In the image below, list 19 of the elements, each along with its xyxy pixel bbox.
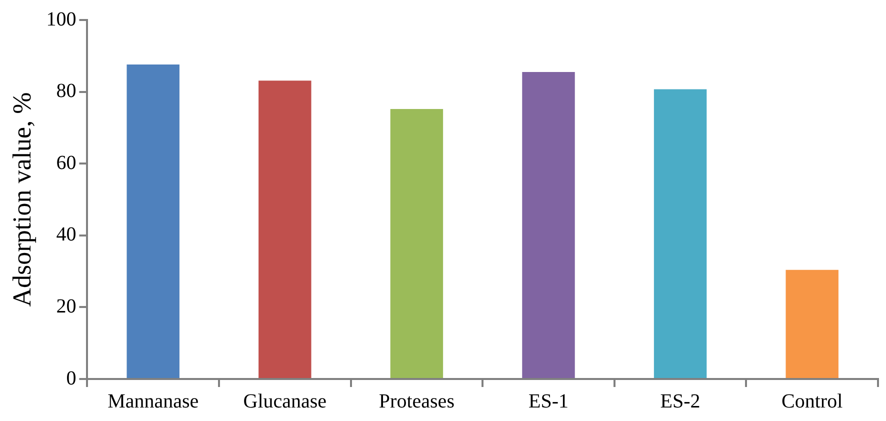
x-tick-label: Control [782,390,844,412]
y-tick-label: 0 [66,367,76,390]
y-tick-label: 40 [56,224,76,246]
bar [258,80,312,378]
y-tick-label: 100 [46,8,76,30]
y-tick-label: 80 [56,80,76,102]
x-tick-label: ES-2 [660,390,700,412]
bar [654,89,707,378]
x-tick-label: Mannanase [108,390,199,412]
bar [390,109,444,378]
bar [786,270,838,378]
x-tick-label: Proteases [378,390,455,412]
bar [126,64,180,378]
x-tick-label: ES-1 [528,390,568,412]
y-tick-label: 60 [56,152,76,174]
y-tick-label: 20 [56,295,76,318]
x-tick-label: Glucanase [243,390,327,412]
y-axis-title: Adsorption value, % [7,92,36,307]
bar [522,72,575,378]
